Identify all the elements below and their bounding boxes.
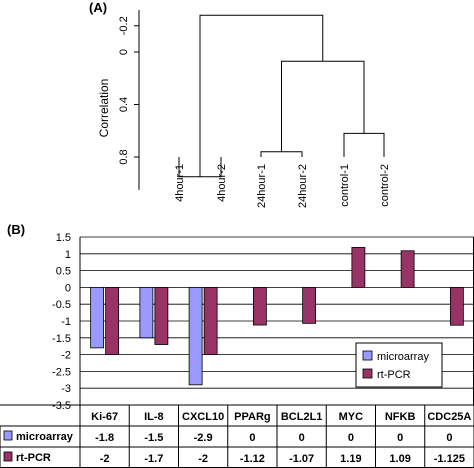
bar-y-tick-label: 0.5 — [56, 266, 71, 278]
dendro-leaf-label: control-1 — [339, 164, 351, 207]
legend-label-microarray: microarray — [377, 351, 429, 363]
table-value-microarray: 0 — [299, 432, 305, 444]
bar-y-tick-label: 1.5 — [56, 232, 71, 244]
bar-microarray — [139, 286, 154, 339]
table-value-microarray: -1.5 — [144, 432, 163, 444]
table-value-microarray: 0 — [397, 432, 403, 444]
table-swatch-microarray — [3, 430, 13, 441]
table-category-label: Ki-67 — [91, 411, 118, 423]
table-value-microarray: 0 — [446, 432, 452, 444]
bar-rt-PCR — [203, 286, 218, 355]
table-category-label: BCL2L1 — [281, 411, 323, 423]
bar-rt-PCR — [351, 247, 366, 288]
bar-y-tick-label: -1.5 — [52, 333, 71, 345]
dendro-leaf-label: 24hour-1 — [256, 164, 268, 208]
dendro-y-axis-label: Correlation — [97, 79, 111, 138]
bar-y-tick-label: -0.5 — [52, 299, 71, 311]
table-value-rt-PCR: -2 — [198, 453, 208, 465]
table-series-label-microarray: microarray — [16, 431, 74, 443]
dendro-branch — [178, 157, 222, 178]
table-value-microarray: -2.9 — [194, 432, 213, 444]
table-category-label: CDC25A — [427, 411, 471, 423]
dendrogram-chart: -0.2 0 0.4 0.8 Correlation 4hour-1 4hour-2 24ho… — [97, 10, 391, 208]
dendro-y-tick-label: 0 — [118, 49, 130, 55]
table-value-rt-PCR: -1.12 — [240, 453, 265, 465]
bar-rt-PCR — [400, 250, 415, 288]
table-category-label: PPARg — [234, 411, 270, 423]
bar-rt-PCR — [302, 286, 317, 324]
table-value-microarray: 0 — [249, 432, 255, 444]
table-category-label: NFKB — [385, 411, 416, 423]
dendro-leaf-label: 4hour-2 — [216, 164, 228, 202]
table-value-rt-PCR: 1.09 — [389, 453, 410, 465]
legend-swatch-microarray — [362, 350, 373, 361]
bar-y-tick-label: 0 — [65, 282, 71, 294]
table-value-rt-PCR: -1.125 — [434, 453, 465, 465]
table-value-rt-PCR: 1.19 — [340, 453, 361, 465]
bar-rt-PCR — [154, 286, 169, 345]
bar-y-tick-label: -2 — [61, 350, 71, 362]
dendro-y-tick-label: 0.4 — [118, 97, 130, 112]
table-category-label: MYC — [339, 411, 364, 423]
bar-rt-PCR — [449, 286, 464, 326]
table-value-rt-PCR: -1.07 — [289, 453, 314, 465]
bar-y-tick-label: -3.5 — [52, 400, 71, 412]
table-value-microarray: -1.8 — [95, 432, 114, 444]
bar-y-tick-label: -2.5 — [52, 366, 71, 378]
bar-y-tick-label: 1 — [65, 249, 71, 261]
bar-legend-box — [355, 342, 443, 388]
dendro-leaf-label: 4hour-1 — [174, 164, 186, 202]
bar-microarray — [90, 286, 105, 349]
bar-rt-PCR — [105, 286, 120, 355]
dendro-branch — [199, 14, 324, 177]
bar-y-tick-label: -1 — [61, 316, 71, 328]
bar-microarray — [188, 286, 203, 386]
table-category-label: CXCL10 — [182, 411, 224, 423]
table-series-label-rt-PCR: rt-PCR — [16, 452, 51, 464]
dendro-y-tick-label: -0.2 — [118, 16, 130, 35]
legend-swatch-rt-PCR — [362, 368, 373, 379]
table-value-rt-PCR: -2 — [100, 453, 110, 465]
dendro-y-tick-label: 0.8 — [118, 149, 130, 164]
dendro-leaf-label: 24hour-2 — [297, 164, 309, 208]
table-swatch-rt-PCR — [3, 451, 13, 462]
panel-a-label: (A) — [89, 0, 108, 15]
panel-b-label: (B) — [7, 222, 26, 237]
legend-label-rt-PCR: rt-PCR — [377, 369, 411, 381]
table-value-microarray: 0 — [348, 432, 354, 444]
bar-rt-PCR — [252, 286, 267, 326]
bar-y-tick-label: -3 — [61, 383, 71, 395]
dendro-leaf-label: control-2 — [379, 164, 391, 207]
table-value-rt-PCR: -1.7 — [144, 453, 163, 465]
table-category-label: IL-8 — [144, 411, 164, 423]
